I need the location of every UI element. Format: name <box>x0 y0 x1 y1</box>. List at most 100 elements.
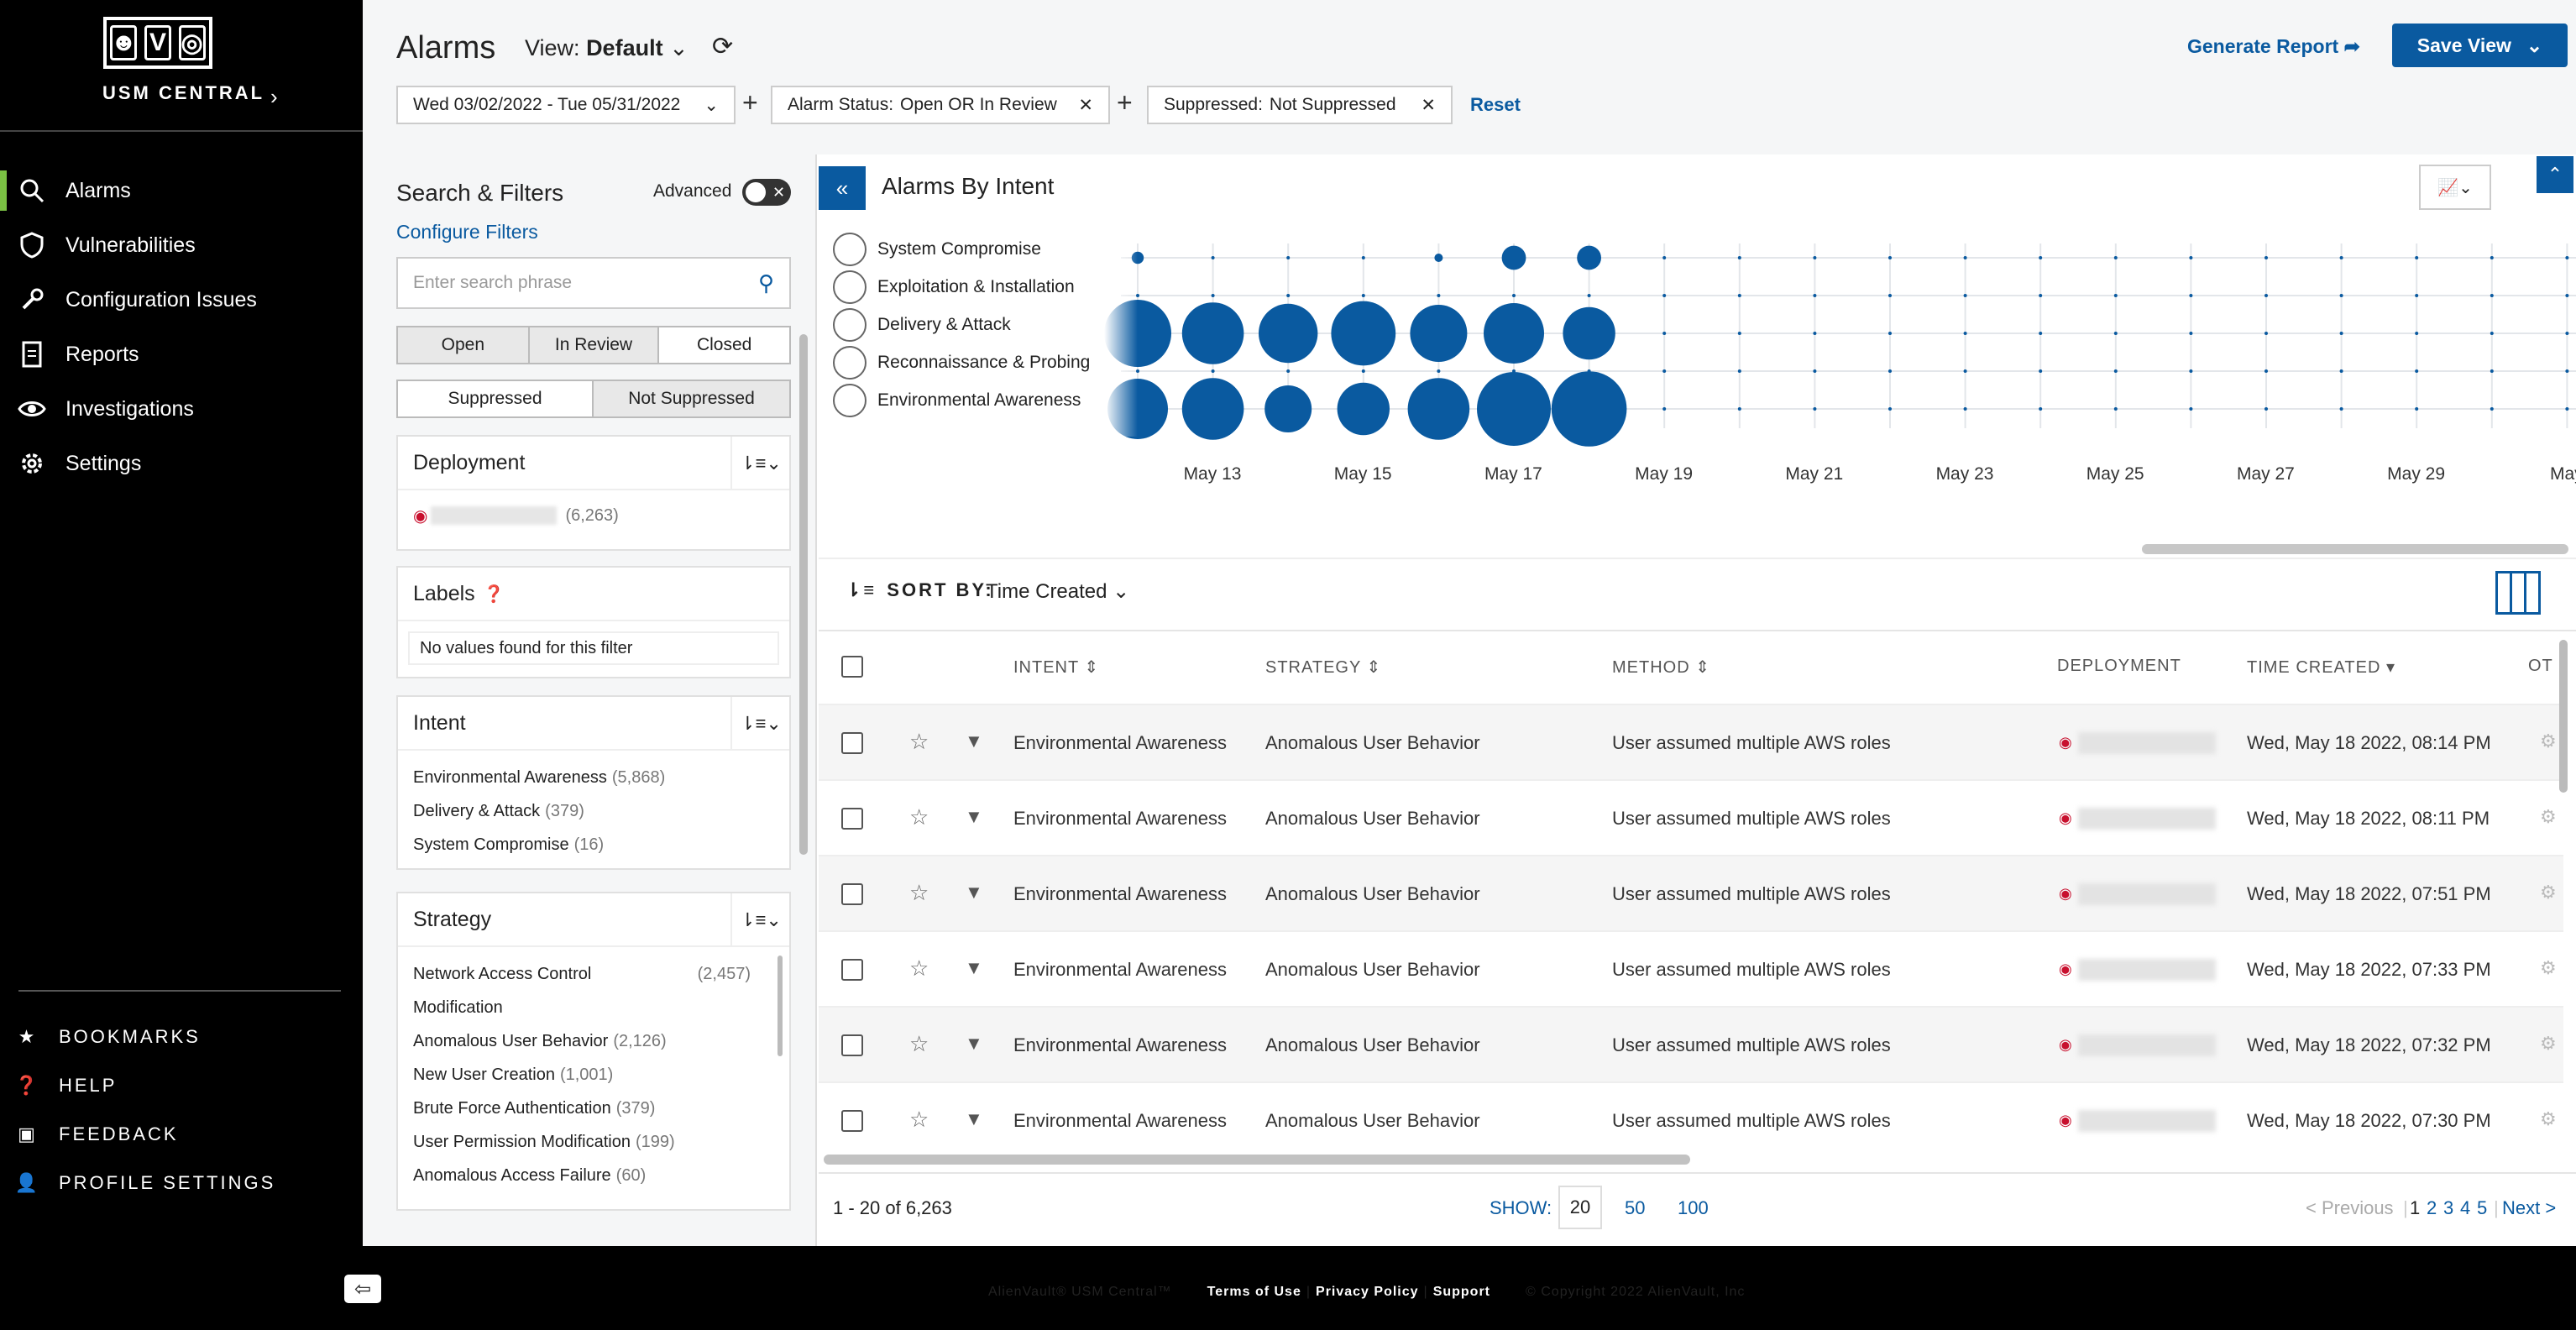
page-3[interactable]: 3 <box>2443 1197 2454 1218</box>
page-2[interactable]: 2 <box>2427 1197 2437 1218</box>
bubble-point[interactable] <box>1501 245 1526 270</box>
sort-selector[interactable]: Time Created ⌄ <box>986 579 1129 604</box>
bubble-point[interactable] <box>1563 306 1615 360</box>
support-link[interactable]: Support <box>1432 1285 1491 1299</box>
show-100-option[interactable]: 100 <box>1678 1197 1709 1218</box>
deployment-item[interactable]: ◉ (6,263) <box>398 499 789 532</box>
close-icon[interactable]: ✕ <box>1078 95 1093 115</box>
intent-item[interactable]: Delivery & Attack (379) <box>398 794 789 828</box>
header-time-created[interactable]: TIME CREATED ▾ <box>2247 658 2396 677</box>
chart-type-selector[interactable]: 📈 ⌄ <box>2419 165 2491 210</box>
tab-not-suppressed[interactable]: Not Suppressed <box>594 381 789 416</box>
close-icon[interactable]: ✕ <box>1421 95 1436 115</box>
bubble-point[interactable] <box>1259 303 1318 364</box>
bubble-point[interactable] <box>1410 305 1468 362</box>
filter-icon[interactable]: ▼ <box>965 730 983 751</box>
table-row[interactable]: ☆ ▼ Environmental Awareness Anomalous User … <box>819 1081 2563 1157</box>
settings-icon[interactable]: ⚙ <box>2540 1108 2557 1129</box>
suppressed-chip[interactable]: Suppressed: Not Suppressed ✕ <box>1147 86 1453 124</box>
previous-page[interactable]: < Previous <box>2306 1197 2394 1218</box>
bubble-point[interactable] <box>1551 371 1627 447</box>
bubble-point[interactable] <box>1577 245 1601 270</box>
chart-scrollbar[interactable] <box>2142 544 2568 554</box>
intent-item[interactable]: System Compromise (16) <box>398 828 789 861</box>
bubble-point[interactable] <box>1181 378 1244 440</box>
page-1[interactable]: 1 <box>2410 1197 2421 1218</box>
next-page[interactable]: Next > <box>2502 1197 2557 1218</box>
generate-report-link[interactable]: Generate Report ➦ <box>2187 35 2360 58</box>
table-scrollbar[interactable] <box>2559 640 2568 793</box>
filter-icon[interactable]: ▼ <box>965 1108 983 1129</box>
sort-icon[interactable]: ⇂≡⌄ <box>730 697 789 751</box>
sort-icon[interactable]: ⇂≡⌄ <box>730 437 789 490</box>
date-range-picker[interactable]: Wed 03/02/2022 - Tue 05/31/2022 ⌄ <box>396 86 736 124</box>
tab-in-review[interactable]: In Review <box>529 327 660 363</box>
table-row[interactable]: ☆ ▼ Environmental Awareness Anomalous User … <box>819 779 2563 855</box>
tab-suppressed[interactable]: Suppressed <box>398 381 594 416</box>
settings-icon[interactable]: ⚙ <box>2540 882 2557 903</box>
nav-settings[interactable]: Settings <box>0 440 363 487</box>
search-icon[interactable]: ⚲ <box>757 270 774 296</box>
add-filter-icon[interactable]: + <box>742 87 758 118</box>
collapse-chart-button[interactable]: ⌃ <box>2537 156 2573 193</box>
save-view-button[interactable]: Save View ⌄ <box>2392 24 2568 67</box>
star-icon[interactable]: ☆ <box>909 1031 929 1056</box>
table-row[interactable]: ☆ ▼ Environmental Awareness Anomalous User … <box>819 1006 2563 1081</box>
bubble-point[interactable] <box>1181 302 1244 364</box>
strategy-item[interactable]: Anomalous Access Failure (60) <box>398 1159 789 1192</box>
refresh-icon[interactable]: ⟳ <box>712 33 734 60</box>
star-icon[interactable]: ☆ <box>909 804 929 830</box>
row-checkbox[interactable] <box>841 1034 863 1056</box>
add-filter-icon[interactable]: + <box>1117 87 1133 118</box>
show-20-option[interactable]: 20 <box>1558 1186 1602 1229</box>
feedback-link[interactable]: ▣ FEEDBACK <box>17 1123 179 1145</box>
page-5[interactable]: 5 <box>2477 1197 2488 1218</box>
logo[interactable]: ☻ V ◎ <box>103 17 212 69</box>
reset-link[interactable]: Reset <box>1470 94 1521 115</box>
strategy-item[interactable]: Network Access Control (2,457) <box>398 957 767 991</box>
privacy-link[interactable]: Privacy Policy <box>1316 1285 1419 1299</box>
table-h-scrollbar[interactable] <box>824 1155 1690 1165</box>
header-strategy[interactable]: STRATEGY ⇕ <box>1265 658 1382 677</box>
strategy-item[interactable]: New User Creation (1,001) <box>398 1058 789 1092</box>
settings-icon[interactable]: ⚙ <box>2540 730 2557 751</box>
nav-alarms[interactable]: Alarms <box>0 167 363 214</box>
profile-settings-link[interactable]: 👤 PROFILE SETTINGS <box>15 1172 275 1194</box>
star-icon[interactable]: ☆ <box>909 880 929 905</box>
strategy-item[interactable]: Anomalous User Behavior (2,126) <box>398 1024 789 1058</box>
show-50-option[interactable]: 50 <box>1625 1197 1646 1218</box>
filter-icon[interactable]: ▼ <box>965 957 983 978</box>
star-icon[interactable]: ☆ <box>909 729 929 754</box>
page-4[interactable]: 4 <box>2460 1197 2471 1218</box>
bubble-point[interactable] <box>1331 301 1396 366</box>
nav-configuration-issues[interactable]: Configuration Issues <box>0 276 363 323</box>
star-icon[interactable]: ☆ <box>909 1107 929 1132</box>
table-row[interactable]: ☆ ▼ Environmental Awareness Anomalous User … <box>819 930 2563 1006</box>
strategy-item[interactable]: User Permission Modification (199) <box>398 1125 789 1159</box>
tab-closed[interactable]: Closed <box>659 327 789 363</box>
star-icon[interactable]: ☆ <box>909 956 929 981</box>
bubble-point[interactable] <box>1477 372 1551 446</box>
chevron-right-icon[interactable]: › <box>270 84 278 109</box>
collapse-filters-button[interactable]: « <box>819 166 866 210</box>
search-input[interactable]: Enter search phrase ⚲ <box>396 257 791 309</box>
filter-icon[interactable]: ▼ <box>965 806 983 827</box>
row-checkbox[interactable] <box>841 883 863 905</box>
table-row[interactable]: ☆ ▼ Environmental Awareness Anomalous User … <box>819 704 2563 779</box>
help-link[interactable]: ❓ HELP <box>15 1075 117 1097</box>
bubble-point[interactable] <box>1407 378 1470 440</box>
bubble-point[interactable] <box>1434 254 1443 262</box>
configure-filters-link[interactable]: Configure Filters <box>396 221 538 243</box>
header-deployment[interactable]: DEPLOYMENT <box>2057 657 2181 676</box>
header-intent[interactable]: INTENT ⇕ <box>1013 658 1100 677</box>
strategy-item[interactable]: Brute Force Authentication (379) <box>398 1092 789 1125</box>
nav-vulnerabilities[interactable]: Vulnerabilities <box>0 222 363 269</box>
advanced-toggle[interactable]: ✕ <box>742 179 791 206</box>
nav-investigations[interactable]: Investigations <box>0 385 363 432</box>
select-all-checkbox[interactable] <box>841 656 863 678</box>
tab-open[interactable]: Open <box>398 327 530 363</box>
collapse-sidebar-button[interactable]: ⇦ <box>344 1275 381 1303</box>
header-other[interactable]: OT <box>2528 657 2553 676</box>
row-checkbox[interactable] <box>841 732 863 754</box>
strategy-item[interactable]: Modification <box>398 991 789 1024</box>
